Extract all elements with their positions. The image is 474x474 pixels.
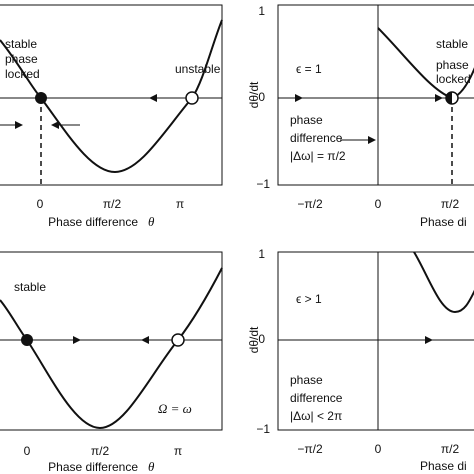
label: stable [436,37,468,51]
label: Ω = ω [158,401,192,416]
label: unstable [175,62,221,76]
label: stable [5,37,37,51]
x-axis-label: Phase difference [48,460,138,474]
panel-top-left: stable phase locked unstable 0 π/2 π Pha… [0,4,223,229]
y-tick-label: 1 [258,247,265,261]
curve [413,251,474,314]
x-tick-label: π/2 [441,197,460,211]
y-tick-label: 1 [258,4,265,18]
x-tick-label: 0 [375,197,382,211]
x-tick-label: π [174,444,182,458]
parameter: ϵ = 1 [296,62,322,76]
x-tick-label: −π/2 [297,442,323,456]
x-tick-label: 0 [375,442,382,456]
x-axis-label: Phase di [420,459,467,473]
label: phase [290,113,323,127]
panel-top-right: 1 0 −1 dθ/dt ϵ = 1 stable phase locked p… [247,4,474,229]
half-stable-fill [446,92,452,104]
x-tick-label: −π/2 [297,197,323,211]
y-tick-label: 0 [258,332,265,346]
y-tick-label: −1 [256,422,270,436]
x-tick-label: 0 [37,197,44,211]
y-axis-label: dθ/dt [247,326,261,353]
label: |Δω| = π/2 [290,149,346,163]
label: |Δω| < 2π [290,409,342,423]
plot-frame [0,4,223,186]
x-axis-symbol: θ [148,214,155,229]
x-tick-label: π [176,197,184,211]
panel-bottom-right: 1 0 −1 dθ/dt ϵ > 1 phase difference |Δω|… [247,247,474,473]
label: phase [290,373,323,387]
stable-point [35,92,47,104]
x-tick-label: 0 [24,444,31,458]
label: difference [290,131,343,145]
y-tick-label: −1 [256,177,270,191]
x-tick-label: π/2 [91,444,110,458]
label: difference [290,391,343,405]
unstable-point [185,91,199,105]
panel-bottom-left: stable Ω = ω 0 π/2 π Phase difference θ [0,251,223,474]
y-tick-label: 0 [258,90,265,104]
parameter: ϵ > 1 [296,292,322,306]
x-axis-label: Phase di [420,215,467,229]
x-axis-symbol: θ [148,459,155,474]
stable-point [21,334,33,346]
unstable-point [171,333,185,347]
x-axis-label: Phase difference [48,215,138,229]
x-tick-label: π/2 [441,442,460,456]
y-axis-label: dθ/dt [247,81,261,108]
label: stable [14,280,46,294]
label: locked [436,72,471,86]
x-tick-label: π/2 [103,197,122,211]
curve [0,19,223,174]
plot-frame [0,251,223,431]
label: phase [436,58,469,72]
label: phase [5,52,38,66]
label: locked [5,67,40,81]
